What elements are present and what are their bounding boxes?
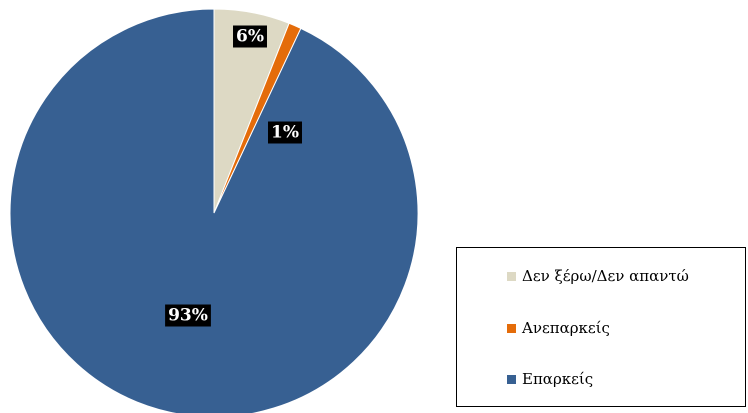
pie-slice-sufficient xyxy=(9,8,419,413)
legend-label-dont-know: Δεν ξέρω/Δεν απαντώ xyxy=(522,267,689,285)
data-label-bg-dont-know xyxy=(233,25,267,48)
legend-label-insufficient: Ανεπαρκείς xyxy=(522,319,610,337)
legend-entry-insufficient: Ανεπαρκείς xyxy=(507,319,610,337)
data-label-insufficient: 1% xyxy=(268,121,302,144)
legend-label-sufficient: Επαρκείς xyxy=(522,370,594,388)
legend-entry-dont-know: Δεν ξέρω/Δεν απαντώ xyxy=(507,267,689,285)
legend-swatch-dont-know xyxy=(507,271,516,281)
data-label-dont-know: 6% xyxy=(233,25,267,48)
data-label-sufficient: 93% xyxy=(165,304,211,327)
legend-entry-sufficient: Επαρκείς xyxy=(507,370,593,388)
legend-swatch-sufficient xyxy=(507,374,516,384)
data-label-bg-sufficient xyxy=(165,304,211,327)
data-label-bg-insufficient xyxy=(268,121,302,144)
chart-legend: Δεν ξέρω/Δεν απαντώ Ανεπαρκείς Επαρκείς xyxy=(456,247,746,407)
svg-text:6%: 6% xyxy=(236,27,264,47)
legend-swatch-insufficient xyxy=(507,323,516,333)
svg-text:93%: 93% xyxy=(168,306,208,326)
svg-text:1%: 1% xyxy=(271,123,299,143)
